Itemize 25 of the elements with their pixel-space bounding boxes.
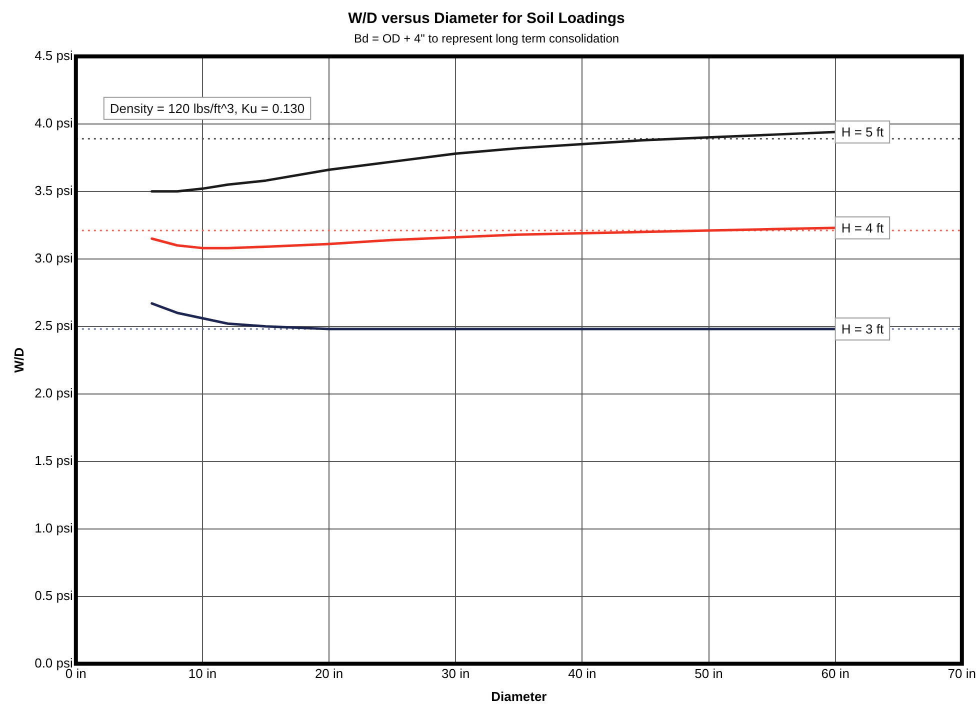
series-label: H = 5 ft (841, 124, 884, 140)
chart-subtitle: Bd = OD + 4" to represent long term consolidation (354, 32, 620, 46)
x-tick-label: 30 in (442, 666, 470, 682)
annotation: Density = 120 lbs/ft^3, Ku = 0.130 (110, 100, 305, 116)
y-tick-label: 2.5 psi (34, 318, 74, 333)
x-tick-label: 60 in (821, 666, 850, 682)
series-label: H = 3 ft (841, 322, 884, 337)
x-tick-label: 40 in (568, 666, 596, 682)
x-tick-label: 70 in (948, 666, 976, 682)
x-tick-label: 20 in (314, 666, 344, 682)
series-label: H = 4 ft (841, 220, 884, 236)
y-tick-label: 0.5 psi (34, 588, 74, 603)
y-tick-label: 3.0 psi (34, 250, 74, 266)
y-tick-label: 1.0 psi (34, 520, 74, 536)
x-axis-title: Diameter (491, 688, 547, 704)
x-tick-label: 50 in (694, 666, 723, 682)
chart-title: W/D versus Diameter for Soil Loadings (348, 10, 625, 28)
y-tick-label: 4.5 psi (34, 48, 74, 63)
x-tick-label: 10 in (188, 666, 217, 682)
y-tick-label: 4.0 psi (34, 115, 74, 130)
y-axis-title: W/D (11, 347, 26, 373)
y-tick-label: 1.5 psi (34, 452, 74, 468)
y-tick-label: 3.5 psi (34, 182, 74, 198)
y-tick-label: 0.0 psi (34, 655, 74, 670)
y-tick-label: 2.0 psi (34, 385, 74, 400)
